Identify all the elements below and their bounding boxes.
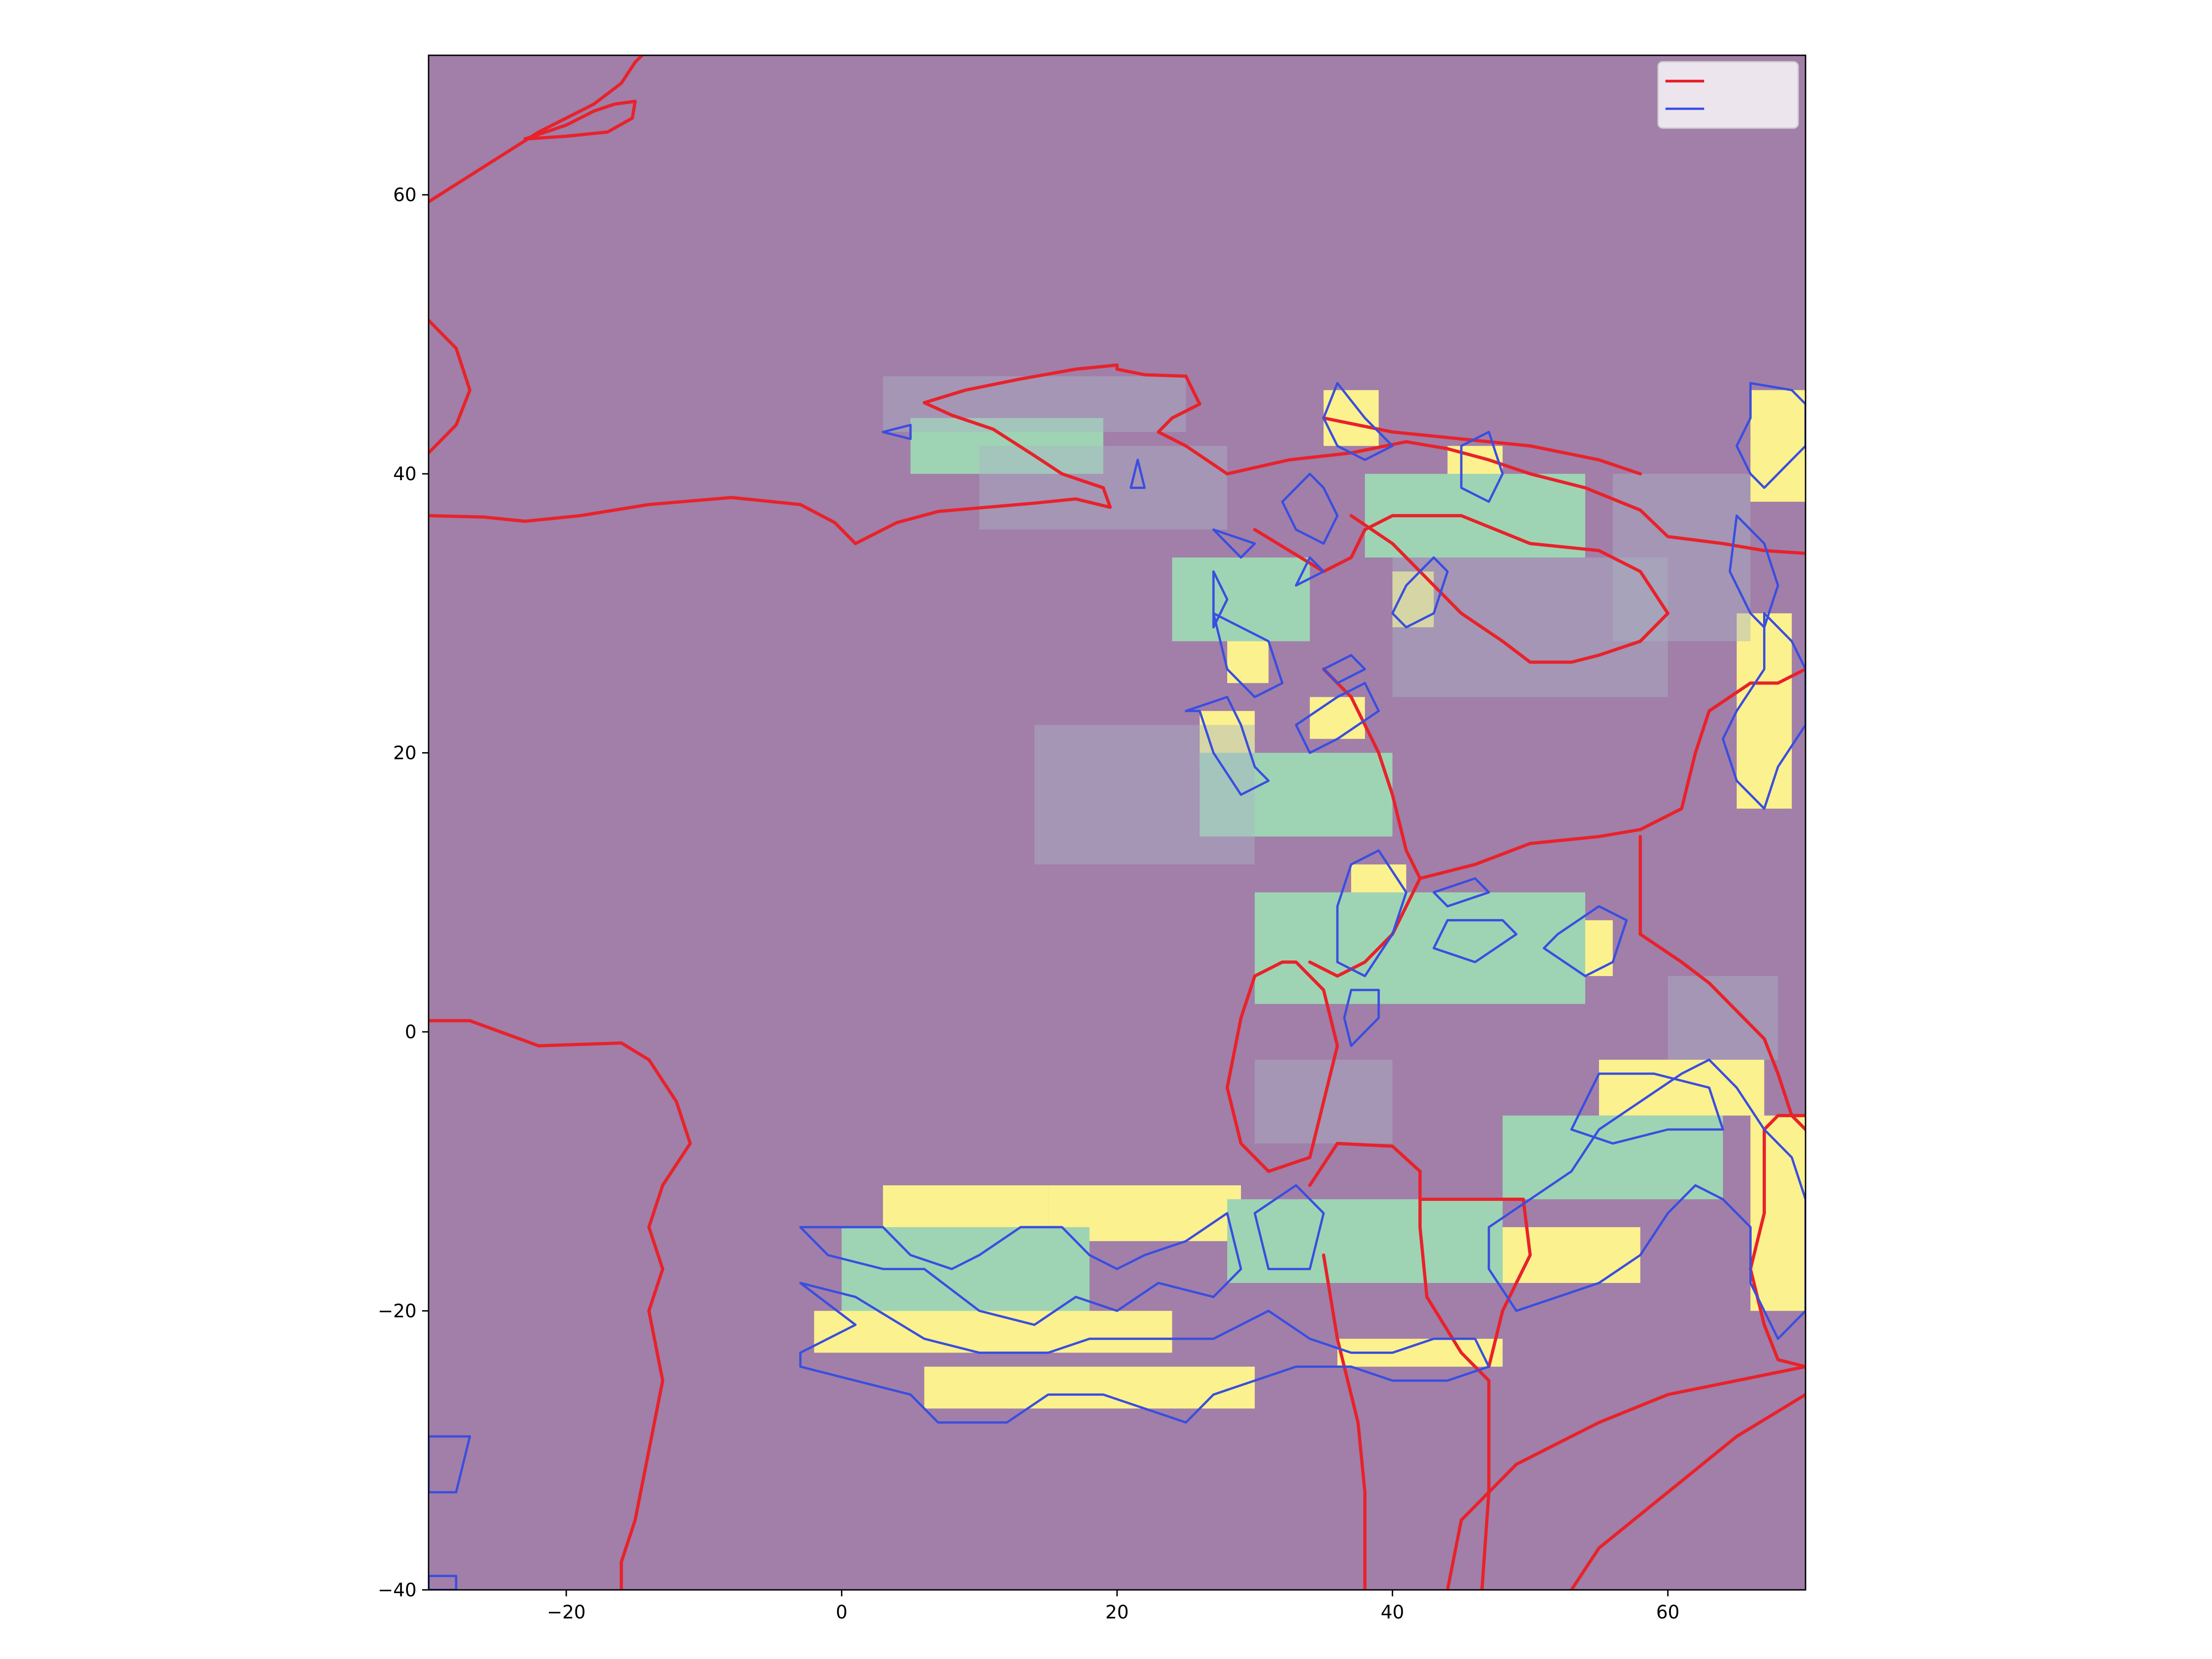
heat-cell-28: [1034, 725, 1255, 865]
series-1-path-5: [1343, 988, 1380, 1047]
y-tick-label: −40: [378, 1580, 417, 1601]
series-1-path-15: [1281, 472, 1339, 545]
series-1-path-8: [1432, 919, 1518, 964]
series-0-path-13: [1322, 416, 1642, 476]
x-tick-label: 20: [1106, 1602, 1129, 1623]
heat-cell-6: [1599, 1059, 1765, 1116]
series-0-path-4: [429, 1019, 692, 1590]
series-1-path-26: [429, 1435, 471, 1494]
heat-cell-22: [1200, 753, 1393, 837]
series-0-path-8: [1418, 1197, 1532, 1369]
series-0-path-15: [1418, 667, 1806, 880]
heat-cell-7: [1750, 1115, 1806, 1311]
series-0-path-10: [1446, 1365, 1806, 1590]
series-1-path-6: [1336, 849, 1407, 977]
series-1-path-3: [1488, 1059, 1806, 1340]
series-1-path-14: [1322, 654, 1366, 684]
x-tick-label: 0: [836, 1602, 847, 1623]
series-0-path-2: [429, 318, 472, 455]
series-1-path-0: [799, 1212, 1242, 1326]
series-1-path-16: [1322, 382, 1394, 461]
heat-cell-30: [1612, 474, 1751, 641]
series-1-path-23: [1130, 459, 1146, 489]
legend: [1657, 61, 1799, 129]
x-tick-label: 60: [1656, 1602, 1680, 1623]
series-0-path-12: [1253, 514, 1670, 664]
series-0-path-5: [1225, 960, 1339, 1173]
series-1-path-27: [429, 1575, 458, 1590]
heat-cell-29: [1392, 557, 1668, 697]
x-axis: −20 0 20 40 60: [547, 1590, 1680, 1623]
y-tick-label: −20: [378, 1301, 417, 1322]
series-1-path-24: [1212, 528, 1256, 559]
heat-cell-3: [924, 1366, 1255, 1409]
heat-cell-2: [814, 1311, 1172, 1353]
series-1-path-18: [1460, 430, 1504, 503]
series-1-path-9: [1542, 905, 1628, 977]
series-1-path-10: [1184, 696, 1270, 796]
series-1-path-19: [1735, 382, 1806, 489]
series-1-path-13: [1294, 682, 1380, 754]
plot-area: [428, 54, 1806, 1591]
series-1-path-17: [1391, 556, 1449, 629]
series-0-path-0: [429, 55, 644, 204]
series-0-path-1: [523, 100, 637, 141]
series-1-path-11: [1212, 612, 1284, 698]
series-0-path-9: [1570, 1393, 1806, 1590]
x-tick-label: −20: [547, 1602, 586, 1623]
series-0-path-14: [1308, 667, 1422, 978]
heat-cell-9: [1750, 390, 1806, 502]
heat-cell-26: [883, 376, 1186, 432]
y-axis: −40 −20 0 20 40 60: [378, 185, 429, 1601]
heat-cell-32: [1668, 976, 1778, 1060]
series-0-path-7: [1322, 1253, 1367, 1590]
series-1-path-21: [1722, 612, 1806, 810]
series-0: [429, 55, 1806, 1590]
series-1-path-12: [1212, 570, 1229, 629]
series-0-path-11: [1749, 1114, 1806, 1369]
legend-box: [1657, 61, 1799, 129]
y-tick-label: 40: [393, 464, 417, 485]
heat-cell-20: [1502, 1115, 1723, 1200]
series-1: [429, 382, 1806, 1590]
series-1-path-2: [1253, 1184, 1325, 1271]
series-0-path-16: [1638, 835, 1806, 1131]
y-tick-label: 60: [393, 185, 417, 206]
series-1-path-25: [1294, 556, 1325, 587]
series-1-path-22: [882, 424, 912, 440]
heat-cell-15: [1310, 697, 1365, 739]
series-1-path-7: [1432, 877, 1490, 908]
heat-cell-21: [1254, 892, 1585, 1004]
heat-cell-19: [1227, 1199, 1503, 1283]
heat-cell-5: [1502, 1227, 1641, 1283]
y-tick-label: 0: [405, 1022, 417, 1043]
series-0-path-6: [1308, 1141, 1491, 1590]
series-1-path-1: [799, 1282, 1490, 1424]
x-tick-label: 40: [1381, 1602, 1404, 1623]
boundary-lines-layer: [429, 55, 1806, 1590]
heat-cell-25: [910, 418, 1104, 474]
heat-cell-23: [1172, 557, 1310, 641]
heatmap-layer: [814, 376, 1806, 1409]
y-tick-label: 20: [393, 743, 417, 764]
series-1-path-4: [1570, 1072, 1724, 1145]
series-0-path-3: [429, 363, 1806, 555]
